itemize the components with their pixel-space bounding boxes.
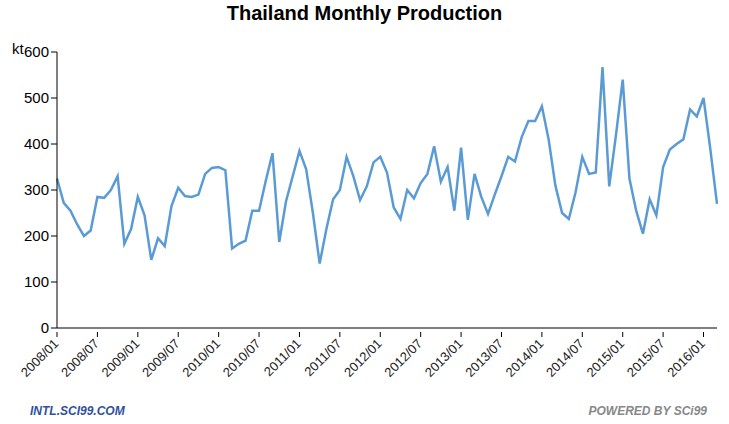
html-text:INTL.SCI99.COM: INTL.SCI99.COM — [30, 404, 125, 418]
svg-text:2010/07: 2010/07 — [220, 336, 264, 380]
svg-text:2009/01: 2009/01 — [99, 336, 143, 380]
svg-text:2012/01: 2012/01 — [341, 336, 385, 380]
svg-text:2008/07: 2008/07 — [58, 336, 102, 380]
svg-text:2012/07: 2012/07 — [381, 336, 425, 380]
svg-text:600: 600 — [24, 43, 49, 60]
svg-text:0: 0 — [41, 319, 49, 336]
svg-text:500: 500 — [24, 89, 49, 106]
svg-text:400: 400 — [24, 135, 49, 152]
svg-text:2013/07: 2013/07 — [462, 336, 506, 380]
svg-text:2016/01: 2016/01 — [664, 336, 708, 380]
svg-text:300: 300 — [24, 181, 49, 198]
svg-text:2015/07: 2015/07 — [624, 336, 668, 380]
html-text:kt: kt — [12, 40, 24, 57]
html-text:Thailand Monthly Production: Thailand Monthly Production — [226, 2, 503, 24]
svg-text:2014/07: 2014/07 — [543, 336, 587, 380]
svg-text:2011/07: 2011/07 — [301, 336, 344, 379]
svg-text:200: 200 — [24, 227, 49, 244]
svg-text:2014/01: 2014/01 — [503, 336, 547, 380]
svg-text:2010/01: 2010/01 — [179, 336, 223, 380]
svg-text:2009/07: 2009/07 — [139, 336, 183, 380]
html-text:POWERED BY SCi99: POWERED BY SCi99 — [588, 404, 707, 418]
svg-text:100: 100 — [24, 273, 49, 290]
svg-text:2015/01: 2015/01 — [583, 336, 627, 380]
svg-text:2008/01: 2008/01 — [18, 336, 62, 380]
svg-text:2013/01: 2013/01 — [422, 336, 466, 380]
svg-text:2011/01: 2011/01 — [261, 336, 304, 379]
